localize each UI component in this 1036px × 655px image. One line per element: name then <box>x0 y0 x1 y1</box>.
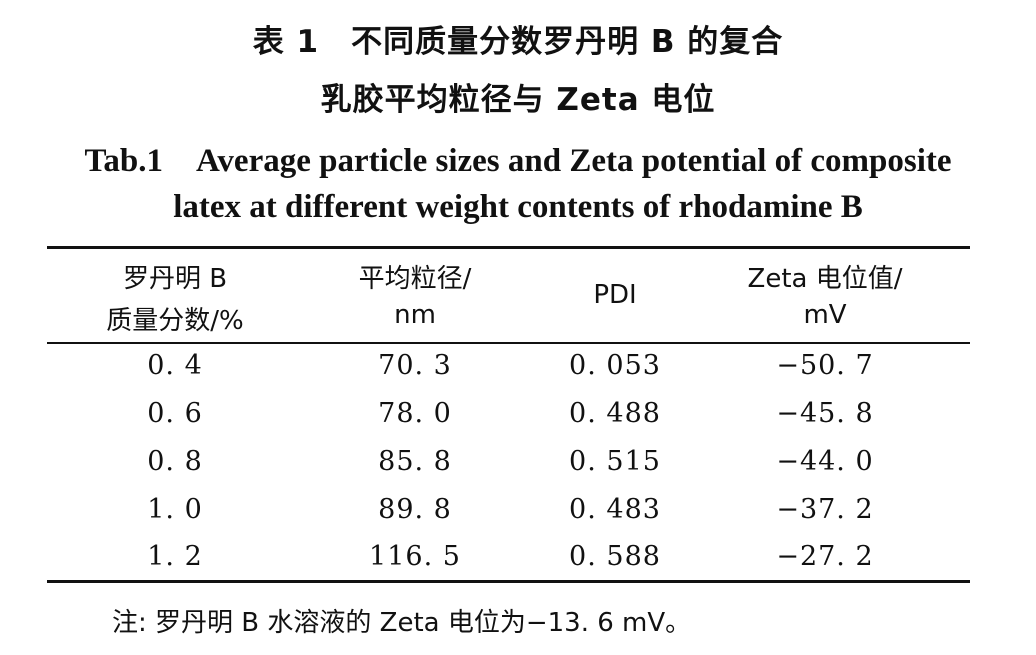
table-cell: 0. 053 <box>569 350 661 381</box>
table-cell: −27. 2 <box>776 541 874 572</box>
table-cell: 89. 8 <box>378 494 452 525</box>
table-cell: 0. 8 <box>147 446 203 477</box>
table-header-rule <box>47 342 970 344</box>
table-cell: 85. 8 <box>378 446 452 477</box>
table-cell: −50. 7 <box>776 350 874 381</box>
table-cell: −44. 0 <box>776 446 874 477</box>
table-footnote: 注: 罗丹明 B 水溶液的 Zeta 电位为−13. 6 mV。 <box>112 608 692 638</box>
table-cell: 0. 488 <box>569 398 661 429</box>
table-cell: 0. 483 <box>569 494 661 525</box>
header-col1-line2: 质量分数/% <box>106 306 244 336</box>
table-caption-cn-line2: 乳胶平均粒径与 Zeta 电位 <box>320 82 716 118</box>
table-caption-cn-line1: 表 1 不同质量分数罗丹明 B 的复合 <box>252 24 784 60</box>
table-cell: −45. 8 <box>776 398 874 429</box>
header-col2-line1: 平均粒径/ <box>358 264 472 294</box>
table-caption-en-line1: Tab.1 Average particle sizes and Zeta po… <box>84 143 952 179</box>
header-col4-line1: Zeta 电位值/ <box>747 264 903 294</box>
table-bottom-rule <box>47 580 970 583</box>
table-cell: 1. 2 <box>147 541 203 572</box>
header-col1-line1: 罗丹明 B <box>122 264 228 294</box>
table-cell: 1. 0 <box>147 494 203 525</box>
header-col4-line2: mV <box>803 300 847 330</box>
table-top-rule <box>47 246 970 249</box>
table-cell: 70. 3 <box>378 350 452 381</box>
table-cell: 78. 0 <box>378 398 452 429</box>
table-cell: 0. 515 <box>569 446 661 477</box>
header-col3: PDI <box>593 280 637 310</box>
table-caption-en-line2: latex at different weight contents of rh… <box>173 189 863 225</box>
header-col2-line2: nm <box>394 300 436 330</box>
table-cell: 0. 4 <box>147 350 203 381</box>
table-cell: −37. 2 <box>776 494 874 525</box>
table-cell: 0. 6 <box>147 398 203 429</box>
table-cell: 0. 588 <box>569 541 661 572</box>
table-cell: 116. 5 <box>369 541 461 572</box>
